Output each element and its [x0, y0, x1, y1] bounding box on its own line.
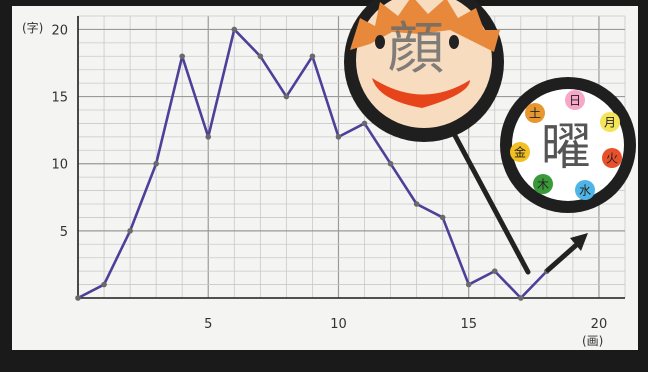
data-point	[491, 268, 498, 274]
data-point	[205, 134, 212, 140]
weekday-label: 火	[606, 152, 618, 166]
weekday-dot: 月	[600, 112, 620, 132]
arrow-to-weekday	[545, 233, 588, 273]
data-point	[179, 53, 185, 60]
data-point	[465, 281, 472, 288]
face-kanji: 顔	[388, 17, 444, 82]
weekday-label: 木	[537, 178, 549, 192]
y-tick-label: 5	[60, 225, 68, 240]
right-eye	[449, 35, 459, 49]
weekday-kanji: 曜	[541, 118, 591, 176]
weekday-dot: 日	[565, 90, 585, 110]
data-point	[387, 160, 394, 167]
y-tick-label: 10	[51, 158, 68, 173]
weekday-dot: 水	[575, 180, 595, 200]
weekday-label: 月	[604, 116, 616, 130]
hair-shape	[350, 0, 500, 52]
left-eye	[375, 35, 385, 49]
x-tick-label: 15	[460, 317, 477, 332]
data-point	[309, 53, 316, 60]
y-axis-label: (字)	[22, 20, 43, 35]
x-tick-label: 10	[330, 317, 347, 332]
data-point	[257, 53, 264, 60]
mouth-shape	[372, 78, 470, 108]
tick-labels: 5 10 15 20 5 10 15 20	[51, 23, 607, 332]
face-bubble: 顔	[344, 0, 504, 142]
weekday-dot: 土	[525, 103, 545, 123]
x-axis-label: (画)	[582, 334, 603, 348]
axes	[77, 16, 625, 299]
weekday-dot: 木	[533, 174, 553, 194]
weekday-dot: 金	[510, 142, 530, 162]
data-point	[153, 160, 159, 167]
data-point	[335, 134, 342, 140]
weekday-label: 土	[529, 107, 541, 121]
data-point	[231, 26, 238, 33]
x-tick-label: 5	[204, 317, 212, 332]
data-point	[283, 93, 290, 100]
data-point	[439, 214, 446, 221]
weekday-dot: 火	[602, 148, 622, 168]
data-point	[101, 281, 107, 288]
data-point	[127, 228, 133, 234]
data-point	[413, 201, 420, 207]
data-point	[75, 295, 81, 301]
weekday-label: 水	[579, 184, 591, 198]
weekday-label: 金	[514, 145, 526, 160]
data-points	[75, 26, 550, 301]
data-point	[518, 295, 524, 301]
x-tick-label: 20	[591, 317, 608, 332]
data-point	[361, 120, 368, 127]
y-tick-label: 20	[51, 23, 68, 38]
y-tick-label: 15	[51, 91, 68, 106]
weekday-label: 日	[569, 94, 581, 108]
